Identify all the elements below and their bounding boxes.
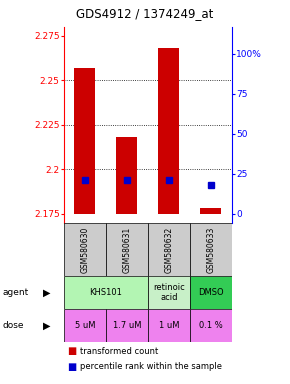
Bar — [200, 209, 222, 214]
Text: KHS101: KHS101 — [89, 288, 122, 297]
Text: transformed count: transformed count — [80, 347, 158, 356]
Bar — [106, 309, 148, 342]
Text: retinoic
acid: retinoic acid — [153, 283, 185, 303]
Bar — [158, 48, 180, 214]
Bar — [148, 223, 190, 276]
Text: 0.1 %: 0.1 % — [199, 321, 223, 330]
Bar — [148, 276, 190, 309]
Bar — [64, 223, 106, 276]
Bar — [116, 137, 137, 214]
Bar — [190, 223, 232, 276]
Text: percentile rank within the sample: percentile rank within the sample — [80, 362, 222, 371]
Text: GSM580632: GSM580632 — [164, 227, 173, 273]
Text: agent: agent — [3, 288, 29, 297]
Text: 1.7 uM: 1.7 uM — [113, 321, 141, 330]
Bar — [148, 309, 190, 342]
Text: 5 uM: 5 uM — [75, 321, 95, 330]
Text: dose: dose — [3, 321, 24, 330]
Text: GDS4912 / 1374249_at: GDS4912 / 1374249_at — [76, 7, 214, 20]
Bar — [190, 276, 232, 309]
Text: GSM580630: GSM580630 — [80, 227, 89, 273]
Text: ■: ■ — [67, 362, 76, 372]
Text: ■: ■ — [67, 346, 76, 356]
Text: GSM580633: GSM580633 — [206, 227, 215, 273]
Bar — [106, 223, 148, 276]
Text: GSM580631: GSM580631 — [122, 227, 131, 273]
Text: ▶: ▶ — [43, 320, 51, 331]
Bar — [190, 309, 232, 342]
Bar — [64, 276, 148, 309]
Text: 1 uM: 1 uM — [159, 321, 179, 330]
Text: ▶: ▶ — [43, 288, 51, 298]
Bar — [74, 68, 95, 214]
Bar — [64, 309, 106, 342]
Text: DMSO: DMSO — [198, 288, 224, 297]
